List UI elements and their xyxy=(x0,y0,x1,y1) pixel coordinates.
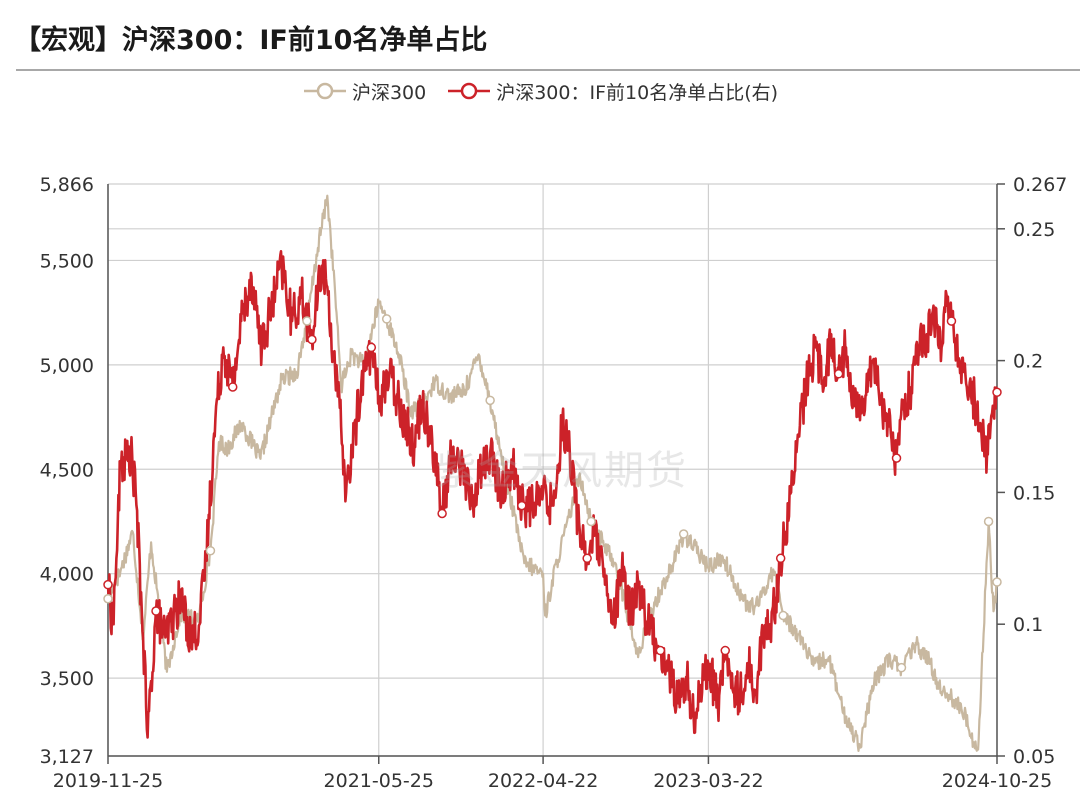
chart-axes xyxy=(107,183,1005,764)
series-point-0 xyxy=(983,516,994,527)
y-right-tick-label: 0.1 xyxy=(1013,614,1043,636)
series-point-1 xyxy=(992,387,1002,397)
legend-item-if-top10[interactable]: 沪深300：IF前10名净单占比(右) xyxy=(446,78,778,105)
series-point-1 xyxy=(307,334,317,345)
chart-title: 【宏观】沪深300：IF前10名净单占比 xyxy=(14,25,488,56)
y-right-tick-label: 0.2 xyxy=(1013,351,1043,373)
x-tick-label: 2022-04-22 xyxy=(488,770,598,792)
legend-item-csi300[interactable]: 沪深300 xyxy=(302,78,426,105)
series-point-0 xyxy=(205,545,216,556)
series-point-1 xyxy=(655,645,666,656)
series-point-0 xyxy=(381,314,392,324)
series-line-1 xyxy=(106,250,999,739)
series-point-0 xyxy=(103,593,113,604)
y-right-tick-label: 0.15 xyxy=(1013,482,1055,504)
y-left-tick-label: 5,500 xyxy=(40,250,94,272)
legend-label-if-top10: 沪深300：IF前10名净单占比(右) xyxy=(496,81,779,104)
title-divider xyxy=(16,69,1080,71)
series-point-1 xyxy=(366,342,377,353)
chart-tick-labels: 5,866 5,500 5,000 4,500 4,000 3,500 3,127 0.267… xyxy=(40,174,1068,792)
legend-marker-icon xyxy=(448,82,491,100)
series-point-0 xyxy=(778,610,788,621)
series-point-0 xyxy=(586,516,596,527)
series-point-1 xyxy=(946,316,957,326)
series-line-0 xyxy=(106,194,999,752)
y-right-tick-label: 0.05 xyxy=(1013,746,1055,768)
series-point-1 xyxy=(582,553,592,564)
legend-marker-icon xyxy=(303,82,346,100)
series-point-0 xyxy=(485,395,495,406)
series-point-1 xyxy=(891,453,902,463)
x-tick-label: 2023-03-22 xyxy=(653,770,763,792)
y-left-tick-label: 5,000 xyxy=(40,355,94,377)
series-point-0 xyxy=(302,316,312,326)
series-point-0 xyxy=(896,662,907,673)
x-tick-label: 2021-05-25 xyxy=(324,770,434,792)
series-point-1 xyxy=(517,500,527,511)
chart-series xyxy=(103,194,1002,752)
series-point-0 xyxy=(992,577,1002,587)
series-point-1 xyxy=(227,382,238,392)
legend-label-csi300: 沪深300 xyxy=(351,81,427,104)
y-left-tick-label: 3,127 xyxy=(40,746,94,768)
series-point-0 xyxy=(678,529,689,539)
series-point-1 xyxy=(720,645,731,656)
y-left-tick-label: 4,000 xyxy=(40,564,94,586)
chart-legend: 沪深300 沪深300：IF前10名净单占比(右) xyxy=(0,76,1080,106)
y-right-tick-label: 0.25 xyxy=(1013,219,1055,241)
watermark: 紫金天风期货 xyxy=(436,448,688,494)
y-right-tick-label: 0.267 xyxy=(1013,174,1067,196)
series-point-1 xyxy=(833,369,844,379)
y-left-tick-label: 4,500 xyxy=(40,459,94,481)
y-left-tick-label: 3,500 xyxy=(40,668,94,690)
series-point-1 xyxy=(103,579,113,590)
series-point-1 xyxy=(151,606,161,616)
x-tick-label: 2024-10-25 xyxy=(942,770,1052,792)
y-left-tick-label: 5,866 xyxy=(40,174,94,196)
series-point-1 xyxy=(437,508,447,519)
x-tick-label: 2019-11-25 xyxy=(53,770,163,792)
series-point-1 xyxy=(775,553,786,564)
